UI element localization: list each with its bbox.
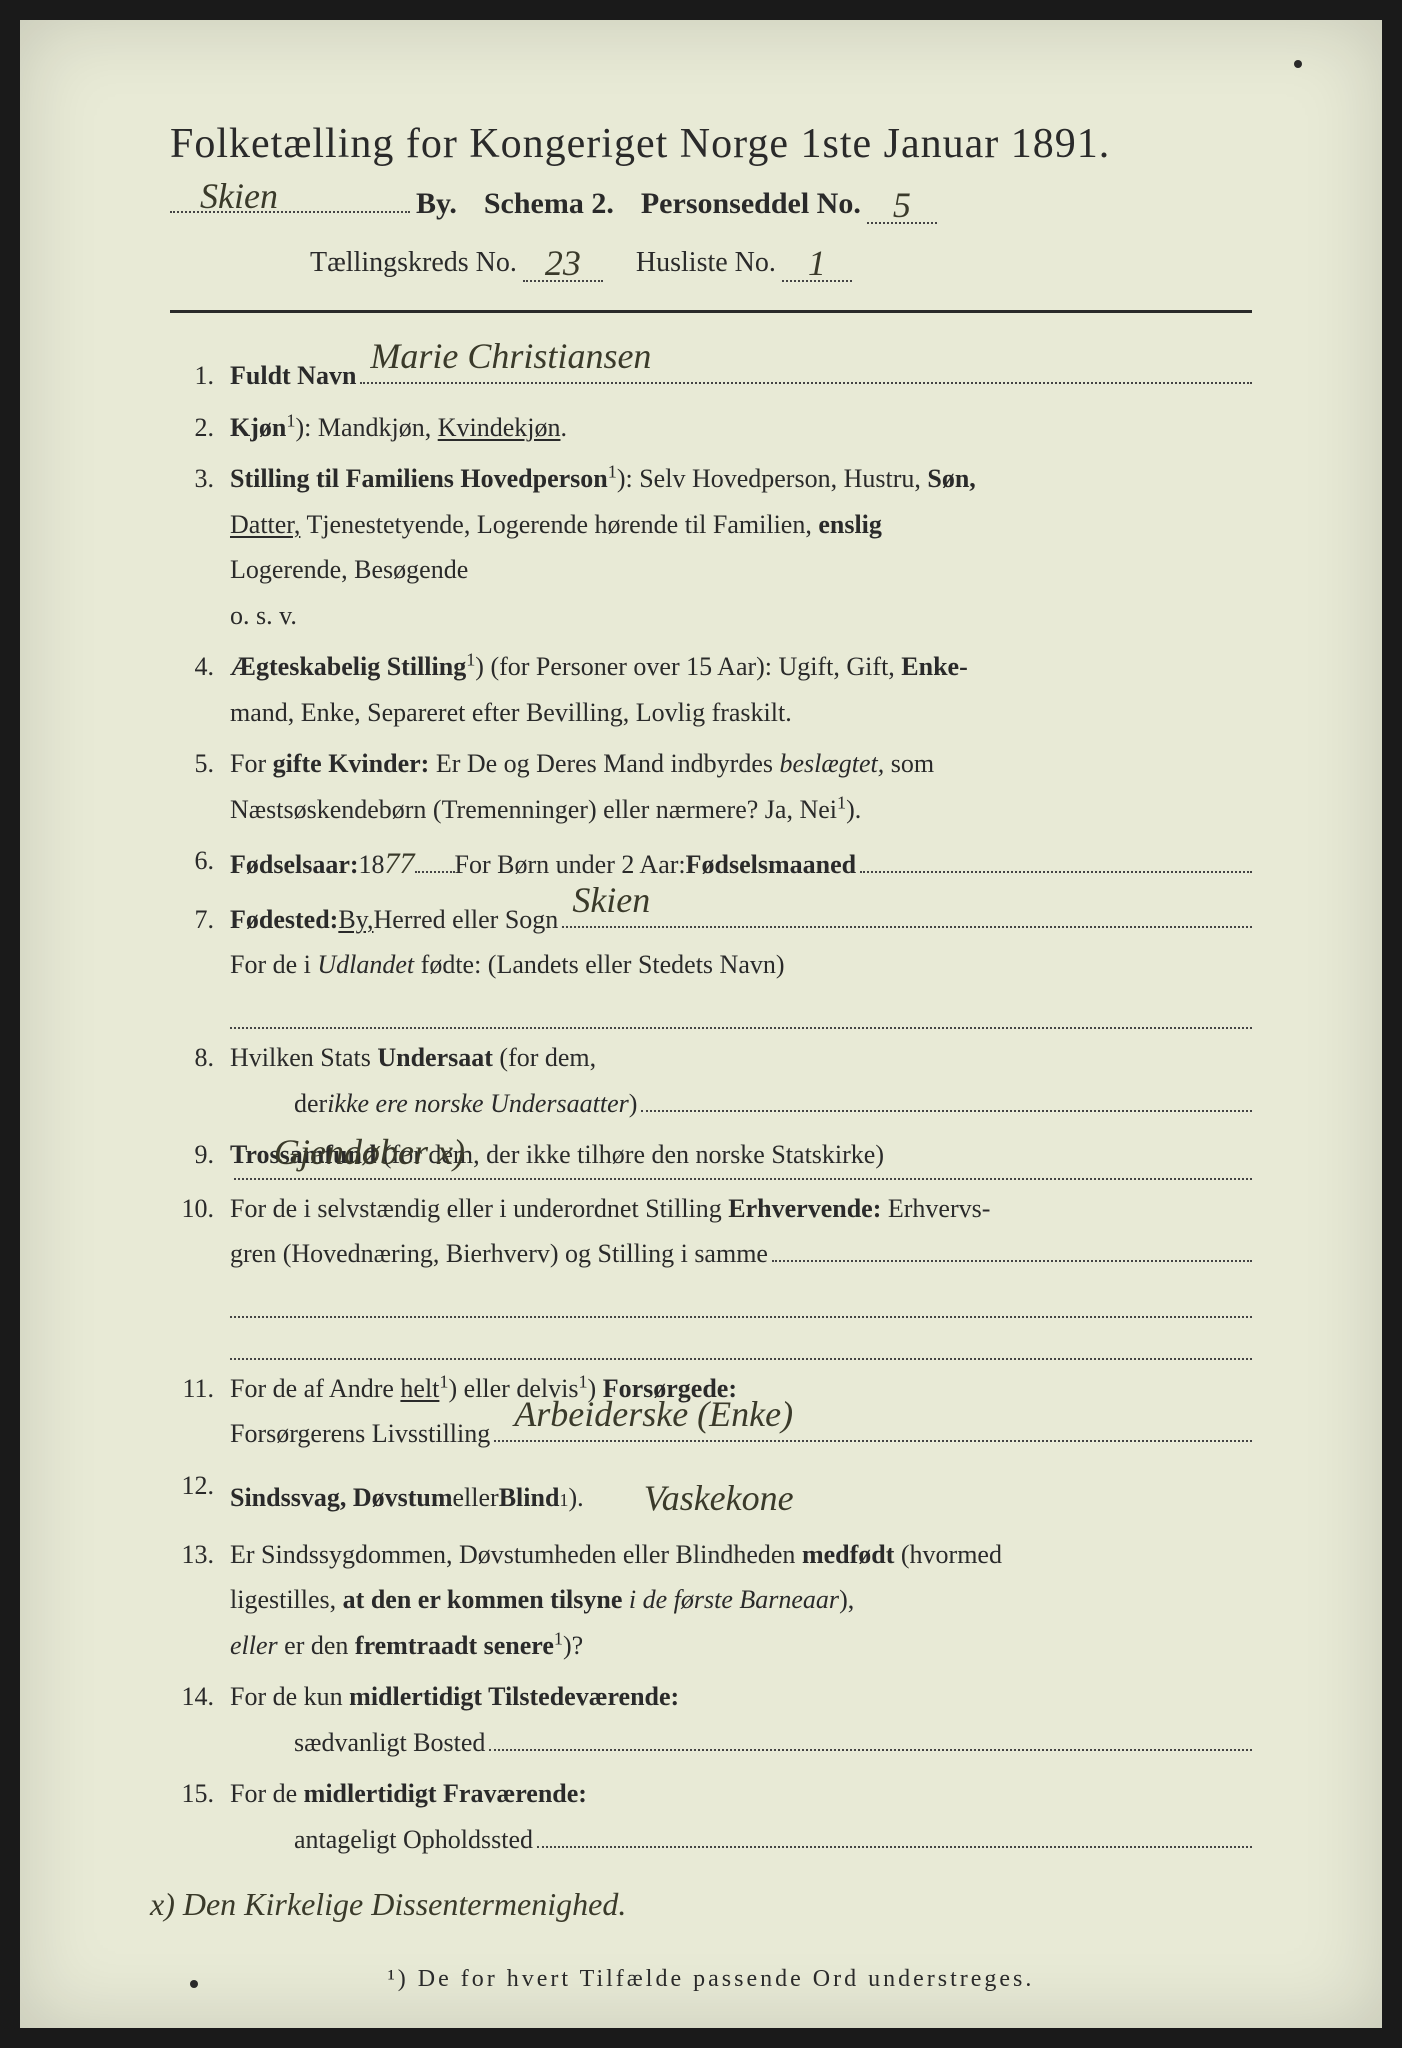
header-line-2: Skien By. Schema 2. Personseddel No. 5 [170, 180, 1252, 224]
by-underlined: By, [338, 897, 373, 943]
item-num: 4. [170, 644, 230, 735]
fodested-handwritten: Skien [572, 869, 650, 932]
item-num: 5. [170, 741, 230, 832]
item-num: 8. [170, 1035, 230, 1126]
header-line-3: Tællingskreds No. 23 Husliste No. 1 [170, 238, 1252, 282]
by-label: By. [416, 187, 457, 221]
schema-label: Schema 2. [484, 187, 614, 221]
year-handwritten: 77 [385, 838, 415, 891]
label-fuldt-navn: Fuldt Navn [230, 353, 356, 399]
kvindekjon-underlined: Kvindekjøn [438, 413, 561, 442]
item-12: 12. Sindssvag, Døvstum eller Blind1). Va… [170, 1463, 1252, 1526]
ink-dot [1294, 60, 1302, 68]
item-num: 10. [170, 1186, 230, 1360]
item-6: 6. Fødselsaar: 1877 For Børn under 2 Aar… [170, 838, 1252, 891]
item-2: 2. Kjøn1): Mandkjøn, Kvindekjøn. [170, 405, 1252, 451]
item-num: 2. [170, 405, 230, 451]
item-11: 11. For de af Andre helt1) eller delvis1… [170, 1366, 1252, 1457]
item-3: 3. Stilling til Familiens Hovedperson1):… [170, 456, 1252, 638]
header-rule [170, 310, 1252, 313]
item-num: 9. [170, 1132, 230, 1180]
item-num: 11. [170, 1366, 230, 1457]
husliste-label: Husliste No. [636, 247, 776, 279]
label-kjon: Kjøn [230, 413, 286, 442]
personseddel-no: 5 [893, 184, 911, 226]
bottom-note-handwritten: x) Den Kirkelige Dissentermenighed. [150, 1876, 626, 1932]
item-num: 3. [170, 456, 230, 638]
item-num: 14. [170, 1674, 230, 1765]
trossamfund-handwritten: Gjendøber x) [274, 1121, 465, 1184]
name-handwritten: Marie Christiansen [370, 325, 651, 388]
vaskekone-handwritten: Vaskekone [644, 1467, 794, 1530]
city-handwritten: Skien [200, 175, 278, 217]
item-num: 12. [170, 1463, 230, 1526]
item-7: 7. Fødested: By, Herred eller Sogn Skien… [170, 897, 1252, 1030]
taellingskreds-label: Tællingskreds No. [310, 247, 517, 279]
item-1: 1. Fuldt Navn Marie Christiansen [170, 353, 1252, 399]
header-title: Folketælling for Kongeriget Norge 1ste J… [170, 120, 1252, 168]
item-num: 7. [170, 897, 230, 1030]
item-8: 8. Hvilken Stats Undersaat (for dem, der… [170, 1035, 1252, 1126]
item-14: 14. For de kun midlertidigt Tilstedevære… [170, 1674, 1252, 1765]
item-15: 15. For de midlertidigt Fraværende: anta… [170, 1771, 1252, 1862]
item-num: 15. [170, 1771, 230, 1862]
item-num: 1. [170, 353, 230, 399]
form-items: 1. Fuldt Navn Marie Christiansen 2. Kjøn… [170, 353, 1252, 2000]
item-num: 6. [170, 838, 230, 891]
footnote: ¹) De for hvert Tilfælde passende Ord un… [170, 1958, 1252, 2000]
datter-underlined: Datter, [230, 510, 300, 539]
personseddel-label: Personseddel No. [641, 187, 861, 221]
livsstilling-handwritten: Arbeiderske (Enke) [514, 1383, 793, 1446]
husliste-no: 1 [808, 242, 826, 284]
taellingskreds-no: 23 [545, 242, 581, 284]
census-form-page: Folketælling for Kongeriget Norge 1ste J… [20, 20, 1382, 2028]
label-fodested: Fødested: [230, 897, 338, 943]
item-5: 5. For gifte Kvinder: Er De og Deres Man… [170, 741, 1252, 832]
label-stilling: Stilling til Familiens Hovedperson [230, 464, 608, 493]
label-aegteskab: Ægteskabelig Stilling [230, 652, 466, 681]
item-10: 10. For de i selvstændig eller i underor… [170, 1186, 1252, 1360]
ink-dot-bl [190, 1980, 198, 1988]
label-sindssvag: Sindssvag, Døvstum [230, 1475, 453, 1521]
item-num: 13. [170, 1532, 230, 1669]
label-fodselsaar: Fødselsaar: [230, 842, 359, 888]
item-13: 13. Er Sindssygdommen, Døvstumheden elle… [170, 1532, 1252, 1669]
item-4: 4. Ægteskabelig Stilling1) (for Personer… [170, 644, 1252, 735]
item-9: 9. Trossamfund (for dem, der ikke tilhør… [170, 1132, 1252, 1180]
